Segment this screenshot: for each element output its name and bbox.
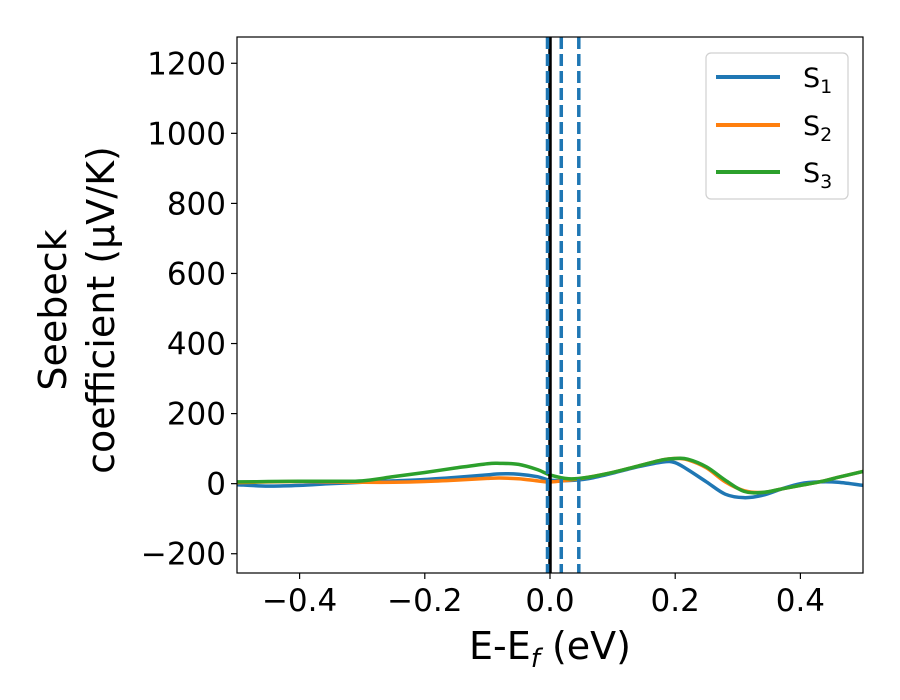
x-tick-label: −0.2	[387, 583, 462, 619]
y-axis-title-line2: coefficient (μV/K)	[79, 146, 123, 474]
y-tick-label: 0	[206, 467, 226, 503]
legend: S1 S2 S3	[705, 52, 849, 200]
y-tick-label: −200	[141, 537, 226, 573]
legend-label-s3: S3	[803, 158, 832, 193]
y-tick-label: 600	[167, 256, 226, 292]
y-axis-title: Seebeck coefficient (μV/K)	[31, 146, 123, 474]
legend-label-s1: S1	[803, 63, 832, 98]
series-line-s3	[237, 456, 863, 495]
x-axis-title: E-Ef (eV)	[469, 624, 631, 674]
y-tick-label: 200	[167, 397, 226, 433]
y-tick-label: 400	[167, 327, 226, 363]
x-tick-label: 0.4	[776, 583, 825, 619]
y-axis-title-line1: Seebeck	[31, 229, 75, 390]
y-axis: −200 0 200 400 600 800 1000 1200	[141, 46, 237, 573]
x-tick-label: −0.4	[262, 583, 337, 619]
plot-area	[237, 37, 863, 573]
y-tick-label: 1200	[147, 46, 226, 82]
x-axis: −0.4 −0.2 0.0 0.2 0.4	[262, 573, 825, 619]
x-tick-label: 0.0	[525, 583, 574, 619]
y-tick-label: 1000	[147, 116, 226, 152]
y-tick-label: 800	[167, 186, 226, 222]
legend-label-s2: S2	[803, 111, 832, 146]
x-tick-label: 0.2	[651, 583, 700, 619]
